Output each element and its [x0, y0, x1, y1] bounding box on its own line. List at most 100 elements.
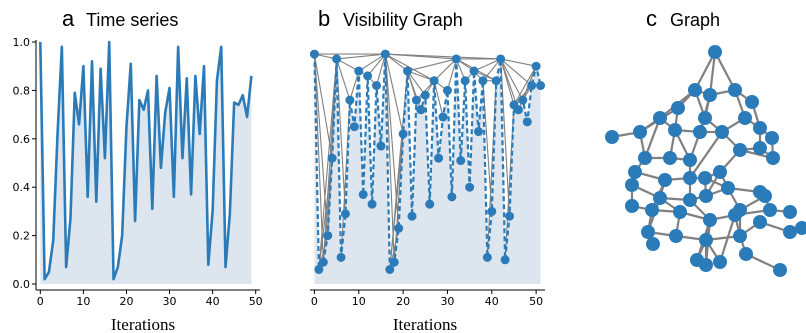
panel-c-letter: c	[646, 6, 657, 31]
graph-node	[641, 225, 655, 239]
visibility-edge	[375, 53, 386, 86]
graph-node	[699, 233, 713, 247]
graph-node	[668, 123, 682, 137]
visibility-point	[314, 264, 324, 274]
visibility-edge	[358, 53, 386, 72]
visibility-edge	[500, 58, 533, 86]
panel-a-plot-area: 0.0 0.2 0.4 0.6 0.8 1.0 0 10 20 30 40 50	[13, 36, 263, 308]
visibility-point	[505, 211, 515, 221]
visibility-point	[518, 95, 528, 105]
visibility-edge	[367, 53, 386, 77]
graph-node	[783, 225, 797, 239]
visibility-point	[416, 105, 426, 115]
visibility-point	[363, 71, 373, 81]
visibility-point	[411, 95, 421, 105]
visibility-point	[394, 223, 404, 233]
graph-edge	[714, 51, 736, 91]
panel-a-title: Time series	[86, 10, 178, 30]
graph-node	[739, 247, 753, 261]
visibility-point	[496, 54, 506, 64]
visibility-point	[451, 54, 461, 64]
visibility-edge	[336, 58, 347, 214]
visibility-point	[354, 66, 364, 76]
graph-node	[699, 258, 713, 272]
graph-node	[758, 189, 772, 203]
graph-node	[628, 165, 642, 179]
visibility-point	[403, 66, 413, 76]
graph-node	[683, 153, 697, 167]
visibility-point	[389, 257, 399, 267]
graph-edge	[694, 51, 716, 91]
visibility-point	[447, 192, 457, 202]
visibility-edge	[384, 53, 404, 135]
visibility-edge	[513, 65, 537, 106]
visibility-point	[323, 231, 333, 241]
visibility-edge	[482, 58, 502, 82]
visibility-point	[349, 122, 359, 132]
graph-node	[669, 229, 683, 243]
visibility-edge	[500, 58, 524, 101]
graph-node	[698, 171, 712, 185]
panel-visibility-graph: b Visibility Graph 0 10 20 30 40 50 Iteration…	[309, 6, 546, 333]
graph-node	[763, 203, 777, 217]
visibility-point	[531, 61, 541, 71]
visibility-edge	[340, 100, 351, 258]
visibility-edge	[336, 53, 386, 60]
graph-node	[713, 255, 727, 269]
graph-node	[663, 151, 677, 165]
visibility-series-line	[313, 54, 542, 274]
visibility-point	[385, 264, 395, 274]
panel-a-xtick-label: 20	[119, 295, 133, 308]
graph-node	[745, 95, 759, 109]
panel-c-title: Graph	[670, 10, 720, 30]
visibility-edge	[473, 58, 501, 72]
visibility-point	[527, 81, 537, 91]
graph-edge	[708, 51, 717, 96]
graph-node	[693, 125, 707, 139]
graph-node	[721, 181, 735, 195]
panel-b-letter: b	[318, 6, 330, 31]
graph-node	[703, 213, 717, 227]
graph-node	[753, 215, 767, 229]
panel-a-xtick-label: 30	[163, 295, 177, 308]
visibility-point	[420, 90, 430, 100]
panel-a-ytick-label: 0.0	[13, 278, 31, 291]
visibility-point	[372, 81, 382, 91]
panel-a-ytick-label: 0.2	[13, 230, 31, 243]
panel-a-letter: a	[62, 6, 75, 31]
visibility-point	[438, 112, 448, 122]
visibility-point	[478, 76, 488, 86]
graph-node	[698, 111, 712, 125]
graph-node	[795, 221, 806, 235]
graph-node	[673, 205, 687, 219]
visibility-point	[376, 141, 386, 151]
graph-node	[715, 125, 729, 139]
visibility-edge	[318, 158, 333, 270]
panel-a-ytick-label: 0.6	[13, 133, 31, 146]
graph-node	[658, 173, 672, 187]
visibility-point	[336, 252, 346, 262]
visibility-point	[460, 76, 470, 86]
visibility-point	[309, 49, 319, 59]
visibility-point	[380, 49, 390, 59]
visibility-point	[318, 257, 328, 267]
visibility-point	[522, 117, 532, 127]
visibility-edge	[313, 54, 329, 236]
panel-a-ytick-label: 0.4	[13, 181, 31, 194]
graph-node	[625, 199, 639, 213]
graph-node	[753, 141, 767, 155]
visibility-point	[398, 129, 408, 139]
graph-node	[733, 143, 747, 157]
graph-node	[753, 121, 767, 135]
graph-node	[699, 189, 713, 203]
panel-b-xtick-label: 0	[311, 295, 318, 308]
visibility-point	[456, 156, 466, 166]
graph-node	[728, 208, 742, 222]
panel-a-xtick-label: 40	[206, 295, 220, 308]
visibility-edge	[433, 58, 457, 82]
graph-node	[633, 125, 647, 139]
visibility-point	[482, 252, 492, 262]
graph-node	[773, 263, 787, 277]
graph-node	[713, 165, 727, 179]
